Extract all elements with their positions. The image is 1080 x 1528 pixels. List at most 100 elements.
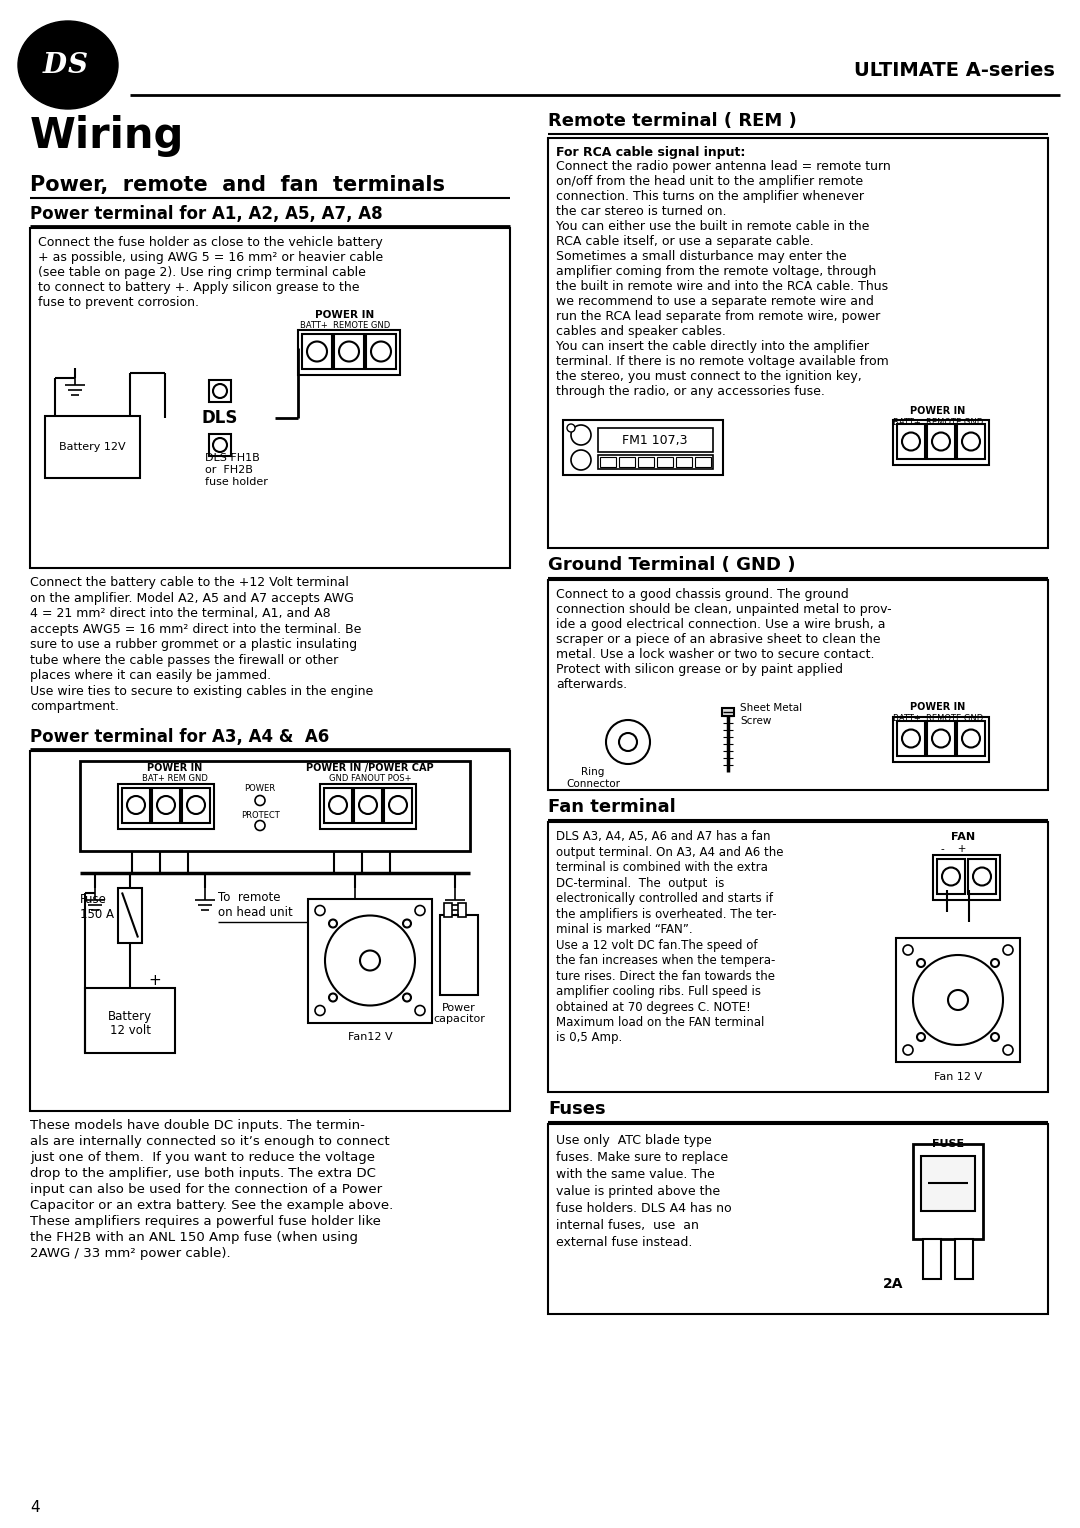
Text: POWER: POWER: [244, 784, 275, 793]
Text: electronically controlled and starts if: electronically controlled and starts if: [556, 892, 773, 905]
Text: Protect with silicon grease or by paint applied: Protect with silicon grease or by paint …: [556, 663, 843, 675]
Text: with the same value. The: with the same value. The: [556, 1167, 715, 1181]
Text: S: S: [68, 52, 87, 78]
Text: Fan12 V: Fan12 V: [348, 1033, 392, 1042]
Circle shape: [187, 796, 205, 814]
Bar: [458, 903, 465, 917]
Text: 12 volt: 12 volt: [109, 1024, 150, 1038]
Circle shape: [902, 432, 920, 451]
Text: Power: Power: [442, 1002, 476, 1013]
Circle shape: [329, 796, 347, 814]
Text: fuses. Make sure to replace: fuses. Make sure to replace: [556, 1151, 728, 1164]
Bar: [308, 898, 432, 1022]
Circle shape: [903, 944, 913, 955]
Bar: [897, 423, 924, 458]
Circle shape: [157, 796, 175, 814]
Text: the built in remote wire and into the RCA cable. Thus: the built in remote wire and into the RC…: [556, 280, 888, 293]
Bar: [723, 707, 734, 717]
Bar: [893, 420, 989, 465]
Circle shape: [255, 796, 265, 805]
Text: accepts AWG5 = 16 mm² direct into the terminal. Be: accepts AWG5 = 16 mm² direct into the te…: [30, 622, 362, 636]
Circle shape: [962, 432, 980, 451]
Text: just one of them.  If you want to reduce the voltage: just one of them. If you want to reduce …: [30, 1151, 375, 1163]
Bar: [600, 457, 616, 468]
Bar: [324, 787, 352, 822]
Circle shape: [902, 729, 920, 747]
Bar: [366, 335, 396, 368]
Text: +: +: [148, 972, 161, 987]
Text: Connect the fuse holder as close to the vehicle battery: Connect the fuse holder as close to the …: [38, 235, 382, 249]
Bar: [30, 750, 510, 1111]
Text: the FH2B with an ANL 150 Amp fuse (when using: the FH2B with an ANL 150 Amp fuse (when …: [30, 1230, 357, 1244]
Bar: [122, 787, 150, 822]
Circle shape: [127, 796, 145, 814]
Text: To  remote: To remote: [218, 891, 281, 903]
Text: fuse holder: fuse holder: [205, 477, 268, 487]
Text: internal fuses,  use  an: internal fuses, use an: [556, 1219, 699, 1232]
Circle shape: [415, 1005, 426, 1016]
Text: the amplifiers is overheated. The ter-: the amplifiers is overheated. The ter-: [556, 908, 777, 920]
Bar: [548, 1125, 1048, 1314]
Circle shape: [942, 868, 960, 886]
Circle shape: [962, 729, 980, 747]
Circle shape: [917, 960, 924, 967]
Circle shape: [619, 733, 637, 750]
Bar: [921, 1157, 975, 1212]
Text: These models have double DC inputs. The termin-: These models have double DC inputs. The …: [30, 1118, 365, 1132]
Bar: [210, 380, 231, 402]
Text: Fuse: Fuse: [80, 892, 107, 906]
Text: ture rises. Direct the fan towards the: ture rises. Direct the fan towards the: [556, 969, 775, 983]
Text: on/off from the head unit to the amplifier remote: on/off from the head unit to the amplifi…: [556, 176, 863, 188]
Text: + as possible, using AWG 5 = 16 mm² or heavier cable: + as possible, using AWG 5 = 16 mm² or h…: [38, 251, 383, 264]
Bar: [598, 428, 713, 452]
Text: Remote terminal ( REM ): Remote terminal ( REM ): [548, 112, 797, 130]
Circle shape: [307, 341, 327, 362]
Bar: [927, 423, 955, 458]
Text: cables and speaker cables.: cables and speaker cables.: [556, 325, 726, 338]
Circle shape: [403, 920, 411, 927]
Text: als are internally connected so itʼs enough to connect: als are internally connected so itʼs eno…: [30, 1134, 390, 1148]
Bar: [298, 330, 400, 374]
Circle shape: [339, 341, 359, 362]
Text: Ring: Ring: [581, 767, 605, 778]
Text: POWER IN: POWER IN: [910, 701, 966, 712]
Text: terminal is combined with the extra: terminal is combined with the extra: [556, 860, 768, 874]
Text: run the RCA lead separate from remote wire, power: run the RCA lead separate from remote wi…: [556, 310, 880, 322]
Ellipse shape: [18, 21, 118, 108]
Bar: [676, 457, 692, 468]
Text: amplifier coming from the remote voltage, through: amplifier coming from the remote voltage…: [556, 264, 876, 278]
Circle shape: [991, 960, 999, 967]
Circle shape: [360, 950, 380, 970]
Text: DLS A3, A4, A5, A6 and A7 has a fan: DLS A3, A4, A5, A6 and A7 has a fan: [556, 830, 770, 843]
Bar: [354, 787, 382, 822]
Text: to connect to battery +. Apply silicon grease to the: to connect to battery +. Apply silicon g…: [38, 281, 360, 293]
Text: the stereo, you must connect to the ignition key,: the stereo, you must connect to the igni…: [556, 370, 862, 384]
Text: -    +: - +: [942, 843, 967, 854]
Text: external fuse instead.: external fuse instead.: [556, 1236, 692, 1248]
Bar: [955, 1239, 973, 1279]
Text: POWER IN: POWER IN: [910, 406, 966, 416]
Bar: [118, 888, 141, 943]
Bar: [563, 420, 723, 475]
Circle shape: [329, 920, 337, 927]
Text: fuse to prevent corrosion.: fuse to prevent corrosion.: [38, 296, 199, 309]
Text: BAT+ REM GND: BAT+ REM GND: [143, 773, 208, 782]
Text: You can either use the built in remote cable in the: You can either use the built in remote c…: [556, 220, 869, 232]
Text: the fan increases when the tempera-: the fan increases when the tempera-: [556, 953, 775, 967]
Text: input can also be used for the connection of a Power: input can also be used for the connectio…: [30, 1183, 382, 1195]
Circle shape: [917, 1033, 924, 1041]
Text: DC-terminal.  The  output  is: DC-terminal. The output is: [556, 877, 725, 889]
Text: Power terminal for A3, A4 &  A6: Power terminal for A3, A4 & A6: [30, 727, 329, 746]
Text: POWER IN: POWER IN: [315, 310, 375, 319]
Bar: [548, 822, 1048, 1093]
Circle shape: [403, 993, 411, 1001]
Bar: [384, 787, 411, 822]
Text: DLS: DLS: [202, 410, 239, 426]
Text: FAN: FAN: [950, 833, 975, 842]
Text: fuse holders. DLS A4 has no: fuse holders. DLS A4 has no: [556, 1203, 731, 1215]
Circle shape: [325, 915, 415, 1005]
Bar: [183, 787, 210, 822]
Text: PROTECT: PROTECT: [241, 810, 280, 819]
Text: RCA cable itself, or use a separate cable.: RCA cable itself, or use a separate cabl…: [556, 235, 813, 248]
Text: or  FH2B: or FH2B: [205, 465, 253, 475]
